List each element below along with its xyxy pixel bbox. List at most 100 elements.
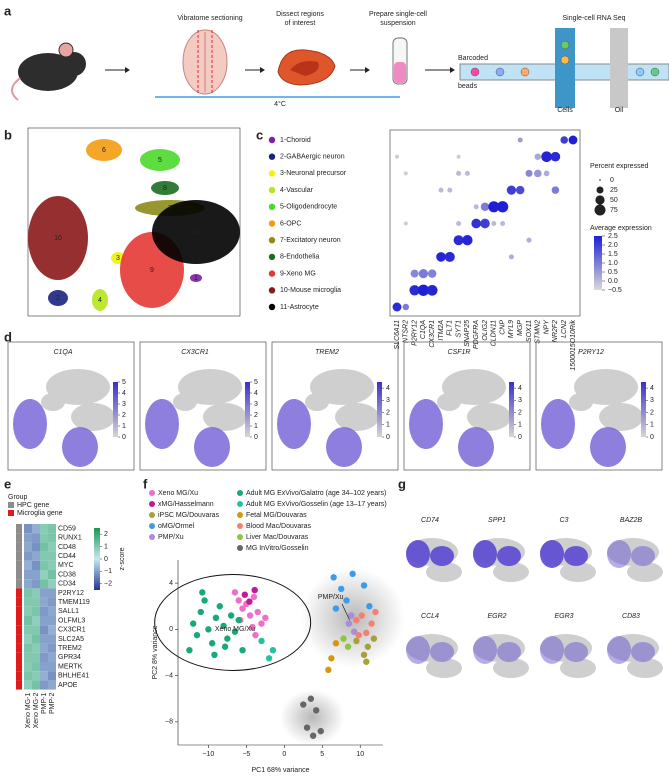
heat-cell [32, 662, 40, 672]
dot [456, 220, 462, 227]
pca-point [201, 597, 208, 604]
colorbar-tick-label: −1 [104, 568, 112, 575]
gene-label: SYT1 [455, 320, 462, 338]
gene-label: NR2F2 [552, 320, 559, 342]
pca-point [340, 635, 347, 642]
dot [496, 201, 509, 213]
colorbar [509, 382, 514, 437]
feature-frame [535, 341, 663, 471]
size-tick-label: 75 [610, 207, 618, 214]
pca-point [239, 605, 246, 612]
heat-cell [48, 662, 56, 672]
tsne-cluster [152, 200, 240, 264]
tsne-cells [540, 634, 592, 662]
dot [515, 185, 525, 195]
size-key [595, 195, 605, 205]
heat-cell [40, 560, 48, 570]
gene-label: NTSR2 [403, 320, 410, 343]
colorbar-tick-label: 2 [122, 412, 126, 419]
gene-label: ITM2A [438, 320, 445, 341]
step-label: Dissect regions [276, 11, 324, 18]
dot [392, 302, 402, 312]
expression-gene: SPP1 [488, 517, 506, 524]
colorbar-tick-label: 2.5 [608, 233, 618, 240]
legend-label: 4-Vascular [280, 187, 314, 194]
legend-dot [268, 270, 276, 277]
step-label: of interest [285, 20, 316, 27]
pca-point [205, 626, 212, 633]
pca-point [250, 593, 258, 601]
pca-point [265, 655, 273, 662]
colorbar-tick-label: 4 [518, 385, 522, 392]
group-label: Microglia gene [17, 510, 63, 517]
tsne-cells [607, 538, 659, 566]
colorbar-tick-label: 0.5 [608, 269, 618, 276]
pca-point [360, 651, 368, 659]
heat-gene: P2RY12 [58, 590, 84, 597]
colorbar-tick-label: 3 [122, 401, 126, 408]
group-bar [16, 634, 22, 644]
heat-cell [48, 634, 56, 644]
heat-gene: CD44 [58, 553, 76, 560]
gene-label: CNP [499, 320, 506, 335]
gene-label: CX3CR1 [429, 320, 436, 348]
legend-dot [237, 523, 243, 529]
colorbar-tick-label: 1.5 [608, 251, 618, 258]
tsne-cells [569, 393, 593, 411]
heat-gene: SLC2A5 [58, 636, 84, 643]
dot [418, 268, 429, 279]
dot [534, 153, 542, 160]
legend-dot [237, 501, 243, 507]
tsne-cluster [92, 289, 108, 311]
gene-label: LCN2 [561, 320, 568, 338]
xeno-ellipse [154, 573, 312, 671]
step-label: Prepare single-cell [369, 11, 427, 18]
legend-dot [149, 512, 155, 518]
heat-cell [24, 625, 32, 635]
heat-cell [40, 533, 48, 543]
colorbar-tick-label: 4 [386, 385, 390, 392]
heat-cell [40, 643, 48, 653]
heat-gene: OLFML3 [58, 617, 85, 624]
group-bar [16, 662, 22, 672]
dot [436, 252, 446, 262]
bead [560, 40, 570, 50]
tsne-cells [631, 642, 655, 662]
tsne-cells [631, 546, 655, 566]
tsne-cells [194, 427, 230, 467]
pca-point [330, 574, 337, 581]
size-tick-label: 25 [610, 187, 618, 194]
tsne-cells [627, 562, 663, 582]
tsne-cells [497, 642, 521, 662]
temperature: 4°C [274, 100, 286, 108]
colorbar-tick-label: 0 [650, 434, 654, 441]
colorbar-tick-label: 1 [518, 422, 522, 429]
heat-gene: BHLHE41 [58, 673, 89, 680]
cluster-label: 5 [158, 157, 162, 164]
colorbar-title: z-score [119, 547, 126, 570]
legend-label: 8-Endothelia [280, 254, 319, 261]
legend-dot [268, 203, 276, 210]
heat-cell [32, 634, 40, 644]
gene-label: C1QA [420, 320, 427, 339]
pca-point [212, 614, 220, 622]
pca-point [300, 701, 307, 708]
cluster-label: 11 [192, 229, 199, 236]
step-label: Single-cell RNA Seq [562, 15, 625, 22]
cluster-label: 9 [150, 267, 154, 274]
dotplot-frame [389, 129, 581, 317]
tsne-cells [560, 562, 596, 582]
tsne-cells [326, 427, 362, 467]
group-bar [16, 671, 22, 681]
colorbar [594, 236, 602, 290]
heat-cell [24, 662, 32, 672]
tsne-frame [27, 127, 241, 317]
pca-point [252, 631, 259, 639]
group-bar [16, 579, 22, 589]
brain-slice-region [290, 61, 319, 76]
colorbar-tick-label: 2 [104, 531, 108, 538]
dot [426, 284, 438, 296]
heat-cell [24, 579, 32, 589]
tsne-cells [541, 399, 575, 449]
